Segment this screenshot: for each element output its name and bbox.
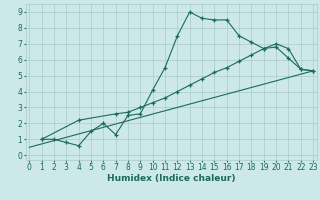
X-axis label: Humidex (Indice chaleur): Humidex (Indice chaleur) [107,174,236,183]
